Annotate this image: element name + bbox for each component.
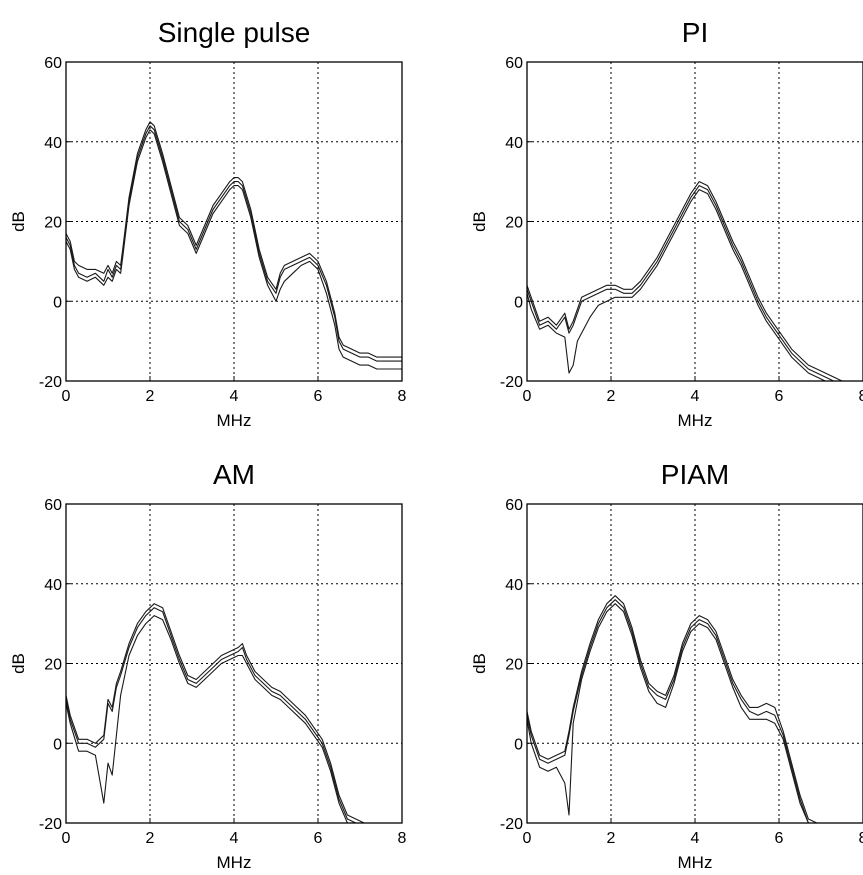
y-tick-label: 0 xyxy=(53,294,62,311)
y-tick-label: 20 xyxy=(44,657,62,674)
y-tick-label: 20 xyxy=(505,215,523,232)
y-tick-label: 40 xyxy=(505,135,523,152)
y-tick-label: 20 xyxy=(44,215,62,232)
x-tick-label: 4 xyxy=(691,388,700,405)
chart-title: Single pulse xyxy=(158,17,311,48)
x-tick-label: 2 xyxy=(146,830,155,847)
y-tick-label: 0 xyxy=(514,294,523,311)
x-axis-label: MHz xyxy=(217,411,252,430)
series-line-1 xyxy=(527,599,834,823)
series-line-3 xyxy=(527,603,834,823)
y-tick-label: 40 xyxy=(44,577,62,594)
x-tick-label: 6 xyxy=(775,388,784,405)
x-axis-label: MHz xyxy=(217,853,252,872)
series-line-3 xyxy=(66,129,402,370)
y-tick-label: -20 xyxy=(39,816,62,833)
x-tick-label: 6 xyxy=(314,830,323,847)
series-line-1 xyxy=(66,125,402,362)
series-line-1 xyxy=(527,185,863,381)
y-axis-label: dB xyxy=(9,211,28,232)
x-tick-label: 4 xyxy=(230,388,239,405)
x-tick-label: 0 xyxy=(523,830,532,847)
x-tick-label: 8 xyxy=(859,830,863,847)
y-axis-label: dB xyxy=(470,653,489,674)
y-tick-label: 40 xyxy=(505,577,523,594)
x-tick-label: 8 xyxy=(398,830,407,847)
series-line-2 xyxy=(527,595,834,823)
x-axis-label: MHz xyxy=(678,853,713,872)
x-tick-label: 2 xyxy=(146,388,155,405)
y-tick-label: 0 xyxy=(53,736,62,753)
x-tick-label: 0 xyxy=(62,388,71,405)
y-axis-label: dB xyxy=(9,653,28,674)
y-tick-label: 60 xyxy=(505,55,523,72)
x-tick-label: 0 xyxy=(62,830,71,847)
y-tick-label: 0 xyxy=(514,736,523,753)
series-line-2 xyxy=(66,121,402,358)
chart-title: PI xyxy=(682,17,708,48)
x-tick-label: 6 xyxy=(775,830,784,847)
x-tick-label: 2 xyxy=(607,830,616,847)
series-line-2 xyxy=(527,181,863,381)
y-tick-label: -20 xyxy=(39,374,62,391)
y-tick-label: 40 xyxy=(44,135,62,152)
x-tick-label: 4 xyxy=(691,830,700,847)
chart-title: AM xyxy=(213,459,255,490)
series-line-3 xyxy=(66,615,402,823)
y-axis-label: dB xyxy=(470,211,489,232)
x-axis-label: MHz xyxy=(678,411,713,430)
x-tick-label: 8 xyxy=(398,388,407,405)
y-tick-label: -20 xyxy=(500,374,523,391)
series-line-2 xyxy=(66,603,402,823)
series-line-3 xyxy=(527,189,863,381)
x-tick-label: 0 xyxy=(523,388,532,405)
series-line-1 xyxy=(66,607,402,823)
y-tick-label: -20 xyxy=(500,816,523,833)
y-tick-label: 60 xyxy=(44,55,62,72)
x-tick-label: 2 xyxy=(607,388,616,405)
y-tick-label: 60 xyxy=(505,497,523,514)
x-tick-label: 4 xyxy=(230,830,239,847)
x-tick-label: 6 xyxy=(314,388,323,405)
chart-title: PIAM xyxy=(661,459,729,490)
x-tick-label: 8 xyxy=(859,388,863,405)
y-tick-label: 20 xyxy=(505,657,523,674)
y-tick-label: 60 xyxy=(44,497,62,514)
